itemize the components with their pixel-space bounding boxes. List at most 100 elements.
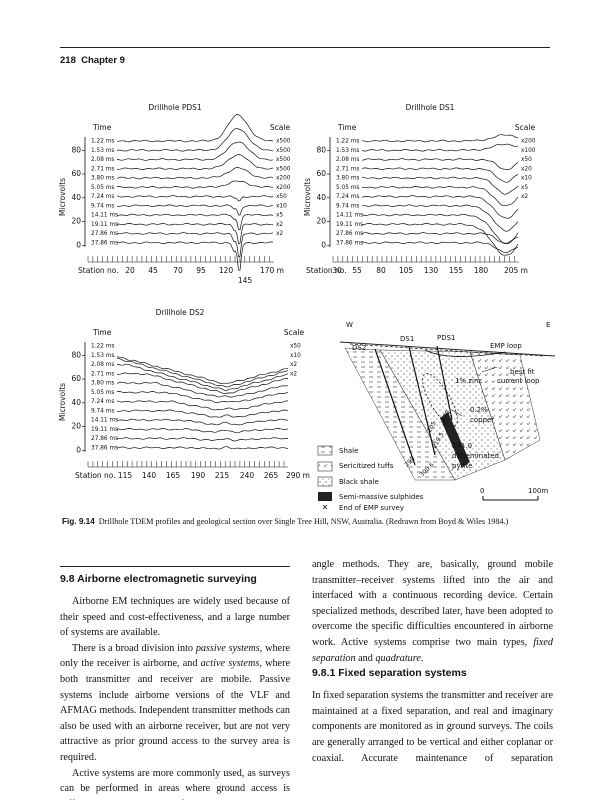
trace: [116, 428, 289, 434]
time-label: 7.24 ms: [336, 194, 359, 200]
text-run: .: [420, 652, 424, 664]
grade-label: 1% zinc: [455, 377, 482, 385]
emphasis: fixed separation: [312, 636, 553, 664]
scale-label: x20: [521, 166, 532, 172]
paragraph: angle methods. They are, basically, grou…: [312, 557, 553, 666]
time-label: 5.05 ms: [91, 390, 114, 396]
chapter: Chapter 9: [81, 55, 125, 66]
y-tick-label: 20: [71, 422, 81, 431]
right-column: angle methods. They are, basically, grou…: [312, 557, 553, 766]
trace: [116, 232, 274, 258]
time-label: 27.86 ms: [91, 436, 118, 442]
time-label: 14.11 ms: [336, 213, 363, 219]
scale-label: x5: [276, 213, 283, 219]
trace: [116, 391, 289, 403]
scale-label: x2: [290, 362, 297, 368]
trace: [116, 223, 274, 245]
time-label: 1.53 ms: [91, 353, 114, 359]
emphasis: active systems: [200, 658, 260, 670]
text-run: Airborne EM techniques are widely used b…: [60, 596, 290, 639]
trace: [361, 167, 519, 183]
station-number: 80: [376, 266, 386, 275]
emphasis: passive systems: [195, 642, 260, 654]
time-label: 7.24 ms: [91, 194, 114, 200]
time-label: 3.80 ms: [336, 176, 359, 182]
trace: [116, 241, 274, 271]
station-number: 95: [196, 266, 206, 275]
time-label: 1.22 ms: [91, 139, 114, 145]
section-heading: 9.8 Airborne electromagnetic surveying: [60, 573, 257, 585]
scale-label: x500: [276, 139, 291, 145]
time-label: 5.05 ms: [91, 185, 114, 191]
station-number: 70: [173, 266, 183, 275]
trace: [116, 356, 289, 384]
time-label: 1.53 ms: [91, 148, 114, 154]
trace: [361, 223, 519, 256]
paragraph: There is a broad division into passive s…: [60, 641, 290, 766]
station-number: 215: [215, 471, 230, 480]
station-number: 240: [240, 471, 255, 480]
scale-label: x50: [276, 194, 287, 200]
time-label: 2.71 ms: [91, 166, 114, 172]
time-label: 9.74 ms: [91, 408, 114, 414]
pyrite-label: disseminated: [452, 452, 499, 460]
trace: [116, 372, 289, 394]
y-tick-label: 0: [76, 445, 81, 454]
time-label: 19.11 ms: [91, 427, 118, 433]
legend-label: Sericitized tuffs: [339, 462, 394, 470]
trace: [116, 204, 273, 216]
y-tick-label: 60: [71, 374, 81, 383]
scale-heading: Scale: [515, 123, 536, 132]
loop-label: EMP loop: [490, 342, 522, 350]
trace: [361, 186, 519, 207]
trace: [361, 176, 519, 195]
caption-text: Drillhole TDEM profiles and geological s…: [98, 517, 509, 526]
text-run: and: [355, 652, 376, 664]
scale-label: x200: [521, 139, 536, 145]
time-label: 27.86 ms: [91, 231, 118, 237]
text-run: , where both transmitter and receiver ar…: [60, 658, 290, 763]
hole-label: DS1: [400, 335, 414, 343]
station-number: 130: [424, 266, 439, 275]
scale-label: x5: [521, 185, 528, 191]
station-label: Station no.: [306, 266, 347, 275]
y-axis-label: Microvolts: [58, 383, 67, 421]
text-run: , where only the receiver is airborne, a…: [60, 642, 290, 670]
y-tick-label: 80: [316, 145, 326, 154]
text-run: In fixed separation systems the transmit…: [312, 690, 553, 764]
station-number: 265: [264, 471, 279, 480]
legend-label: Semi-massive sulphides: [339, 493, 424, 501]
y-tick-label: 20: [71, 217, 81, 226]
station-number: 115: [118, 471, 133, 480]
station-number: 205 m: [504, 266, 528, 275]
time-label: 3.80 ms: [91, 176, 114, 182]
time-label: 14.11 ms: [91, 213, 118, 219]
time-label: 9.74 ms: [336, 203, 359, 209]
paragraph: Active systems are more commonly used, a…: [60, 766, 290, 800]
scale-label: x10: [276, 203, 287, 209]
page-number: 218: [60, 55, 76, 66]
fit-label: best fit: [510, 368, 535, 376]
time-heading: Time: [92, 123, 112, 132]
trace: [116, 363, 289, 391]
station-number: 45: [148, 266, 158, 275]
station-number: 290 m: [286, 471, 310, 480]
y-tick-label: 40: [71, 398, 81, 407]
time-label: 2.08 ms: [91, 362, 114, 368]
time-label: 3.80 ms: [91, 381, 114, 387]
time-label: 37.86 ms: [336, 240, 363, 246]
scale-heading: Scale: [284, 328, 305, 337]
trace: [116, 141, 274, 161]
trace: [116, 400, 288, 411]
depth-label: 170: [440, 409, 452, 423]
trace: [116, 167, 274, 180]
station-number: 30: [332, 266, 342, 275]
time-label: 27.86 ms: [336, 231, 363, 237]
scale-label: x2: [276, 222, 283, 228]
direction: E: [546, 321, 550, 329]
time-heading: Time: [92, 328, 112, 337]
y-tick-label: 80: [71, 350, 81, 359]
scale-label: x2: [521, 194, 528, 200]
time-label: 2.71 ms: [91, 371, 114, 377]
y-tick-label: 80: [71, 145, 81, 154]
